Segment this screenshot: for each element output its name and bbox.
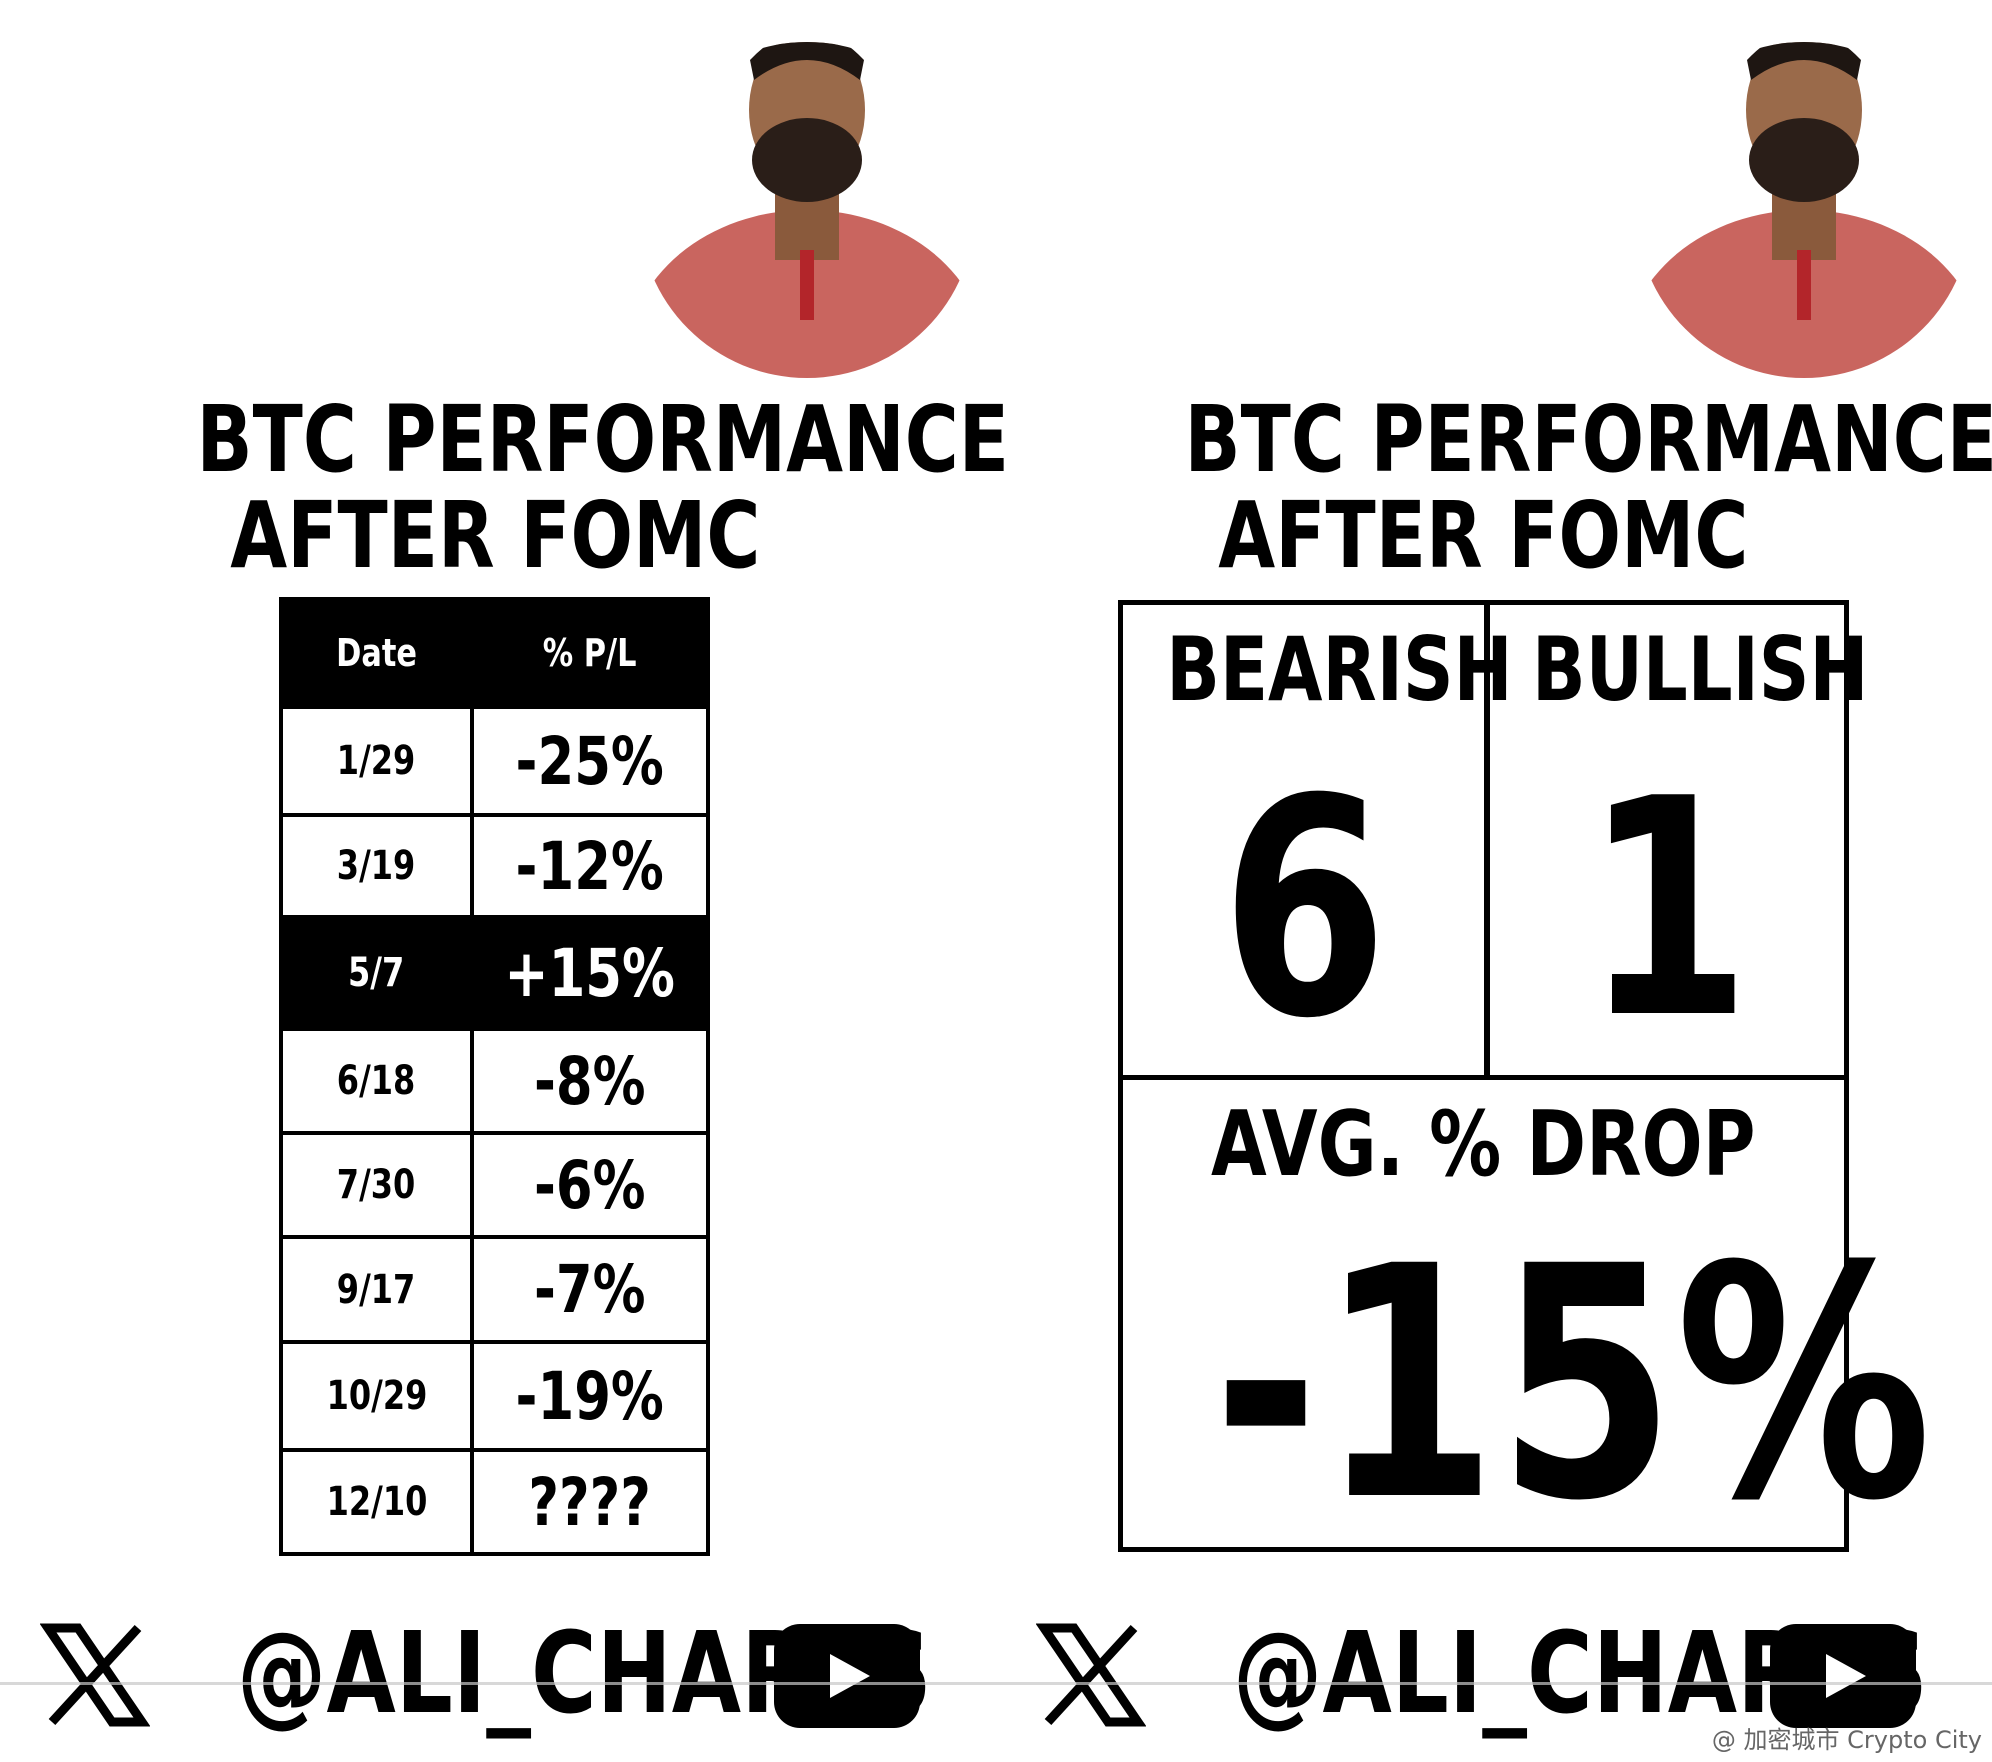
divider (1118, 1075, 1849, 1080)
pl-cell: +15% (470, 915, 710, 1031)
title-line: BTC PERFORMANCE (1184, 386, 1992, 493)
header-cell: % P/L (470, 597, 710, 709)
date-cell: 6/18 (279, 1027, 474, 1135)
youtube-logo (1770, 1624, 1916, 1728)
table-header: Date % P/L (279, 597, 710, 709)
avg-label-cell: AVG. % DROP (1123, 1095, 1844, 1195)
date: 1/29 (337, 738, 416, 784)
pl-value: -19% (515, 1357, 665, 1435)
date-cell: 3/19 (279, 813, 474, 919)
table-row: 9/17 -7% (279, 1235, 710, 1344)
portrait-left (639, 42, 975, 378)
date: 5/7 (348, 950, 405, 996)
bearish-label: BEARISH (1166, 618, 1513, 721)
pl-cell: -8% (470, 1027, 710, 1135)
avg-value-cell: -15% (1123, 1220, 1932, 1550)
pl-value: -7% (534, 1251, 646, 1328)
x-logo (1036, 1623, 1146, 1727)
pl-cell: -7% (470, 1235, 710, 1344)
title-line: AFTER FOMC (1217, 482, 1749, 589)
pl-value: ???? (528, 1463, 652, 1541)
table-row: 12/10???? (279, 1448, 710, 1556)
date: 3/19 (337, 843, 416, 889)
handle: @ALI_CHARTS (150, 1612, 932, 1736)
date-cell: 10/29 (279, 1340, 474, 1452)
title-line: BTC PERFORMANCE (196, 386, 1010, 493)
date: 6/18 (337, 1058, 416, 1104)
table-row: 6/18 -8% (279, 1027, 710, 1135)
left-title: BTC PERFORMANCE AFTER FOMC (95, 392, 1009, 589)
pl-cell: -6% (470, 1131, 710, 1239)
avg-label: AVG. % DROP (1211, 1092, 1756, 1197)
table-row: 3/19 -12% (279, 813, 710, 919)
pl-cell: ???? (470, 1448, 710, 1556)
table-row: 5/7 +15% (279, 915, 710, 1031)
table-row: 1/29 -25% (279, 705, 710, 817)
portraits (639, 42, 1972, 378)
date: 9/17 (337, 1266, 416, 1313)
bullish-count-cell: 1 (1490, 750, 1844, 1070)
header-text: Date (336, 631, 417, 675)
progress-bar (0, 1682, 1992, 1685)
avg-value: -15% (1212, 1199, 1932, 1571)
table-row: 7/30 -6% (279, 1131, 710, 1239)
title-line: AFTER FOMC (229, 482, 761, 589)
bearish-cell: BEARISH (1123, 620, 1512, 720)
youtube-logo (774, 1624, 920, 1728)
pl-value: -12% (515, 827, 665, 905)
divider (1484, 600, 1490, 1080)
date-cell: 7/30 (279, 1131, 474, 1239)
header-text: % P/L (543, 631, 637, 675)
header-cell: Date (279, 597, 474, 709)
pl-cell: -12% (470, 813, 710, 919)
portrait-right (1636, 42, 1972, 378)
pl-cell: -19% (470, 1340, 710, 1452)
bullish-cell: BULLISH (1490, 620, 1868, 720)
handle: @ALI_CHARTS (1146, 1612, 1928, 1736)
table-row: 10/29 -19% (279, 1340, 710, 1452)
bullish-count: 1 (1583, 735, 1751, 1084)
pl-value: -8% (534, 1042, 646, 1120)
date-cell: 1/29 (279, 705, 474, 817)
bearish-count-cell: 6 (1123, 750, 1485, 1070)
date: 12/10 (326, 1479, 427, 1525)
right-title: BTC PERFORMANCE AFTER FOMC (1083, 392, 1992, 589)
bullish-label: BULLISH (1532, 618, 1869, 721)
date-cell: 9/17 (279, 1235, 474, 1344)
x-logo (40, 1623, 150, 1727)
date-cell: 12/10 (279, 1448, 474, 1556)
pl-cell: -25% (470, 705, 710, 817)
date: 10/29 (326, 1373, 427, 1419)
date: 7/30 (337, 1162, 416, 1208)
pl-value: +15% (504, 934, 676, 1012)
date-cell: 5/7 (279, 915, 474, 1031)
pl-value: -25% (515, 722, 665, 800)
pl-value: -6% (534, 1146, 646, 1224)
pl-table: Date % P/L 1/29 -25% 3/19 -12% 5/7 +15% 6/18 -8… (279, 597, 710, 1556)
watermark: @ 加密城市 Crypto City (1711, 1726, 1982, 1754)
bearish-count: 6 (1220, 735, 1388, 1084)
